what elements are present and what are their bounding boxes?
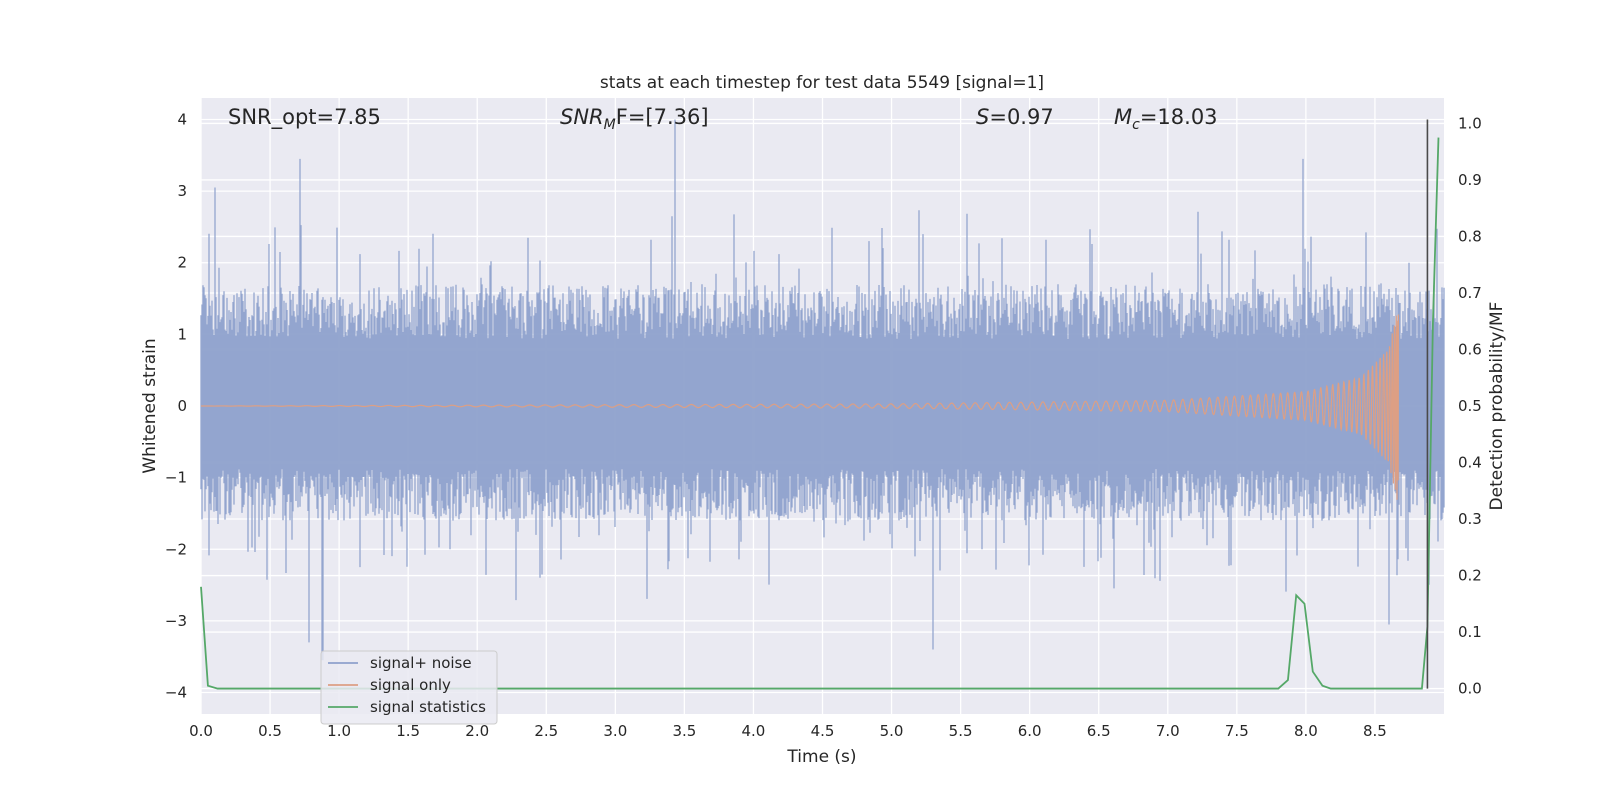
mc-main: M bbox=[1114, 105, 1132, 129]
x-axis-label: Time (s) bbox=[786, 747, 856, 767]
y-left-tick-label: 1 bbox=[177, 325, 187, 343]
signal-only-line bbox=[201, 314, 1400, 500]
y-right-tick-label: 0.8 bbox=[1458, 227, 1482, 245]
y-right-tick-label: 0.3 bbox=[1458, 510, 1482, 528]
x-tick-label: 5.0 bbox=[880, 722, 904, 740]
y-right-tick-label: 1.0 bbox=[1458, 114, 1482, 132]
mc-sub: c bbox=[1132, 117, 1140, 133]
x-tick-label: 8.5 bbox=[1363, 722, 1387, 740]
snr-mf-annotation: SNRMF=[7.36] bbox=[560, 105, 709, 133]
y-right-tick-label: 0.5 bbox=[1458, 397, 1482, 415]
y-left-tick-label: 0 bbox=[177, 397, 187, 415]
x-tick-label: 2.0 bbox=[465, 722, 489, 740]
s-main: S bbox=[976, 105, 989, 129]
legend-label-noise: signal+ noise bbox=[370, 654, 472, 672]
snr-mf-rest: F=[7.36] bbox=[616, 105, 709, 129]
x-tick-label: 1.0 bbox=[327, 722, 351, 740]
x-tick-label: 6.5 bbox=[1087, 722, 1111, 740]
x-tick-label: 7.0 bbox=[1156, 722, 1180, 740]
chart-title: stats at each timestep for test data 554… bbox=[600, 73, 1044, 93]
y-left-tick-labels: 4 3 2 1 0 −1 −2 −3 −4 bbox=[165, 110, 187, 701]
signal-plus-noise-line bbox=[200, 119, 1445, 661]
x-tick-labels: 0.0 0.5 1.0 1.5 2.0 2.5 3.0 3.5 4.0 4.5 5.0 5.5 6.0 6… bbox=[189, 722, 1387, 740]
legend: signal+ noise signal only signal statist… bbox=[320, 650, 498, 725]
y-right-axis-label: Detection probability/MF bbox=[1487, 302, 1507, 511]
s-annotation: S=0.97 bbox=[976, 105, 1054, 129]
snr-opt-annotation: SNR_opt=7.85 bbox=[228, 105, 381, 130]
y-left-axis-label: Whitened strain bbox=[140, 338, 160, 473]
s-rest: =0.97 bbox=[989, 105, 1053, 129]
y-right-tick-label: 0.6 bbox=[1458, 340, 1482, 358]
y-left-tick-label: −4 bbox=[165, 684, 187, 702]
signal-plus-noise-series bbox=[200, 119, 1445, 661]
x-tick-label: 5.5 bbox=[949, 722, 973, 740]
legend-label-statistics: signal statistics bbox=[370, 698, 486, 716]
y-left-tick-label: 3 bbox=[177, 182, 187, 200]
x-tick-label: 0.0 bbox=[189, 722, 213, 740]
y-right-tick-label: 0.0 bbox=[1458, 680, 1482, 698]
x-tick-label: 6.0 bbox=[1018, 722, 1042, 740]
legend-label-signal: signal only bbox=[370, 676, 451, 694]
legend-box bbox=[320, 650, 498, 725]
y-right-tick-label: 0.4 bbox=[1458, 454, 1482, 472]
x-tick-label: 8.0 bbox=[1294, 722, 1318, 740]
x-tick-label: 4.0 bbox=[742, 722, 766, 740]
x-tick-label: 7.5 bbox=[1225, 722, 1249, 740]
x-tick-label: 3.5 bbox=[672, 722, 696, 740]
y-right-tick-label: 0.1 bbox=[1458, 623, 1482, 641]
x-tick-label: 3.0 bbox=[603, 722, 627, 740]
mc-annotation: Mc=18.03 bbox=[1114, 105, 1218, 133]
mc-rest: =18.03 bbox=[1140, 105, 1218, 129]
y-left-tick-label: −2 bbox=[165, 540, 187, 558]
x-tick-label: 4.5 bbox=[811, 722, 835, 740]
snr-mf-main: SNR bbox=[560, 105, 604, 129]
y-left-tick-label: −1 bbox=[165, 469, 187, 487]
y-left-tick-label: −3 bbox=[165, 612, 187, 630]
snr-mf-sub: M bbox=[604, 117, 616, 133]
y-right-tick-labels: 1.0 0.9 0.8 0.7 0.6 0.5 0.4 0.3 0.2 0.1 0.0 bbox=[1458, 114, 1482, 697]
y-right-tick-label: 0.2 bbox=[1458, 567, 1482, 585]
y-right-tick-label: 0.7 bbox=[1458, 284, 1482, 302]
x-tick-label: 1.5 bbox=[396, 722, 420, 740]
y-right-tick-label: 0.9 bbox=[1458, 171, 1482, 189]
signal-only-series bbox=[201, 314, 1400, 500]
x-tick-label: 0.5 bbox=[258, 722, 282, 740]
y-left-tick-label: 4 bbox=[177, 110, 187, 128]
x-tick-label: 2.5 bbox=[534, 722, 558, 740]
y-left-tick-label: 2 bbox=[177, 254, 187, 272]
